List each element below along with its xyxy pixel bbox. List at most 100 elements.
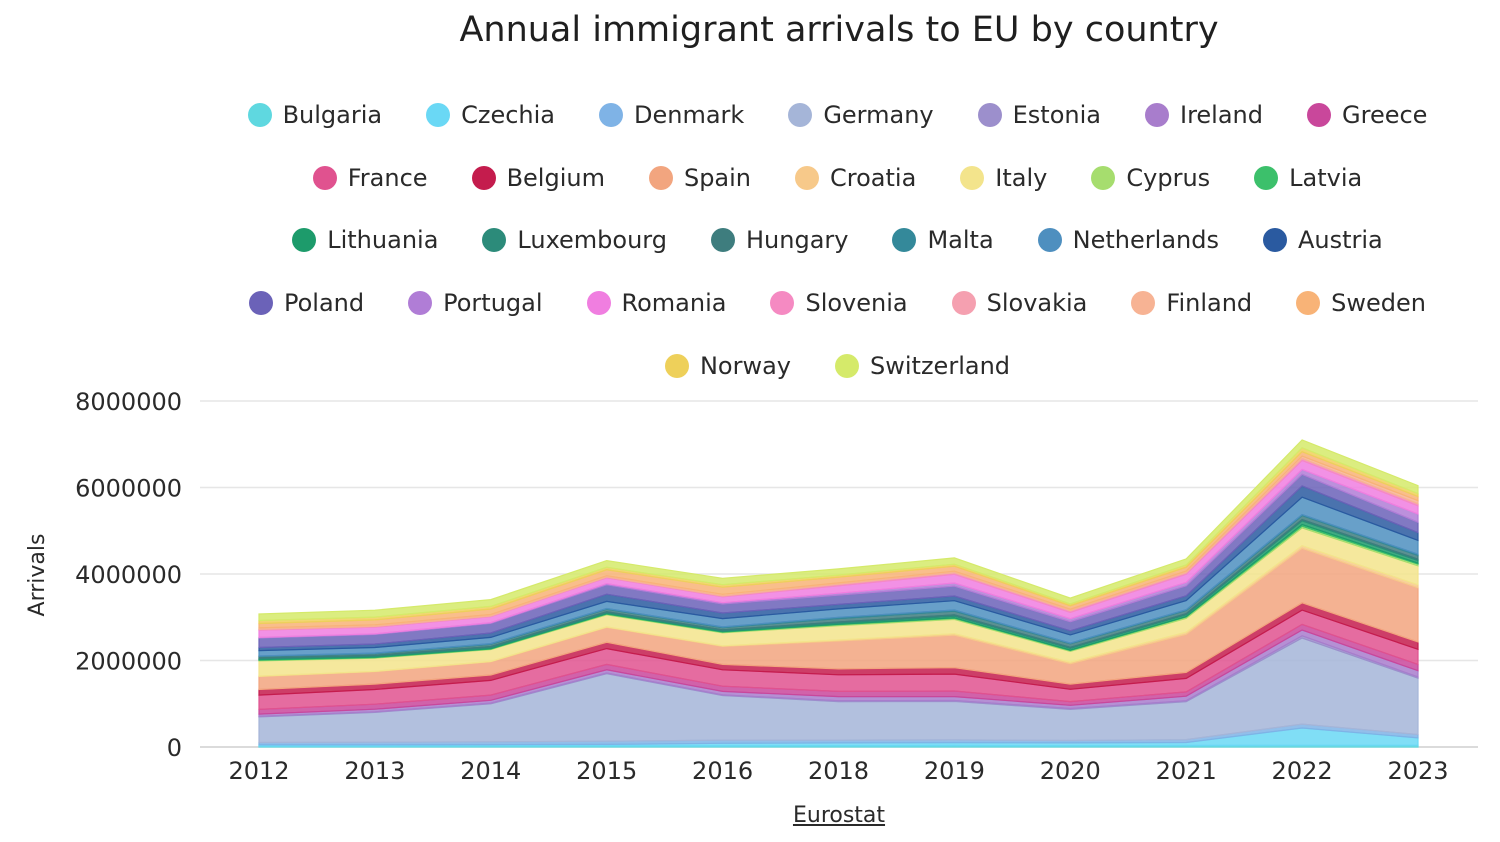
area-switzerland[interactable]: [258, 439, 1419, 622]
legend-dot-icon: [951, 291, 976, 316]
legend-item-hungary[interactable]: Hungary: [710, 226, 848, 254]
legend-item-estonia[interactable]: Estonia: [977, 101, 1101, 130]
legend-dot-icon: [664, 353, 689, 378]
legend-dot-icon: [1254, 165, 1279, 190]
legend-label: Switzerland: [870, 351, 1011, 380]
legend-label: Denmark: [634, 101, 745, 130]
legend-item-france[interactable]: France: [312, 164, 428, 192]
legend-label: Belgium: [506, 163, 605, 192]
legend-dot-icon: [292, 228, 317, 253]
legend-dot-icon: [1131, 291, 1156, 316]
legend-dot-icon: [1091, 165, 1116, 190]
legend-label: Latvia: [1289, 163, 1363, 192]
legend-item-slovenia[interactable]: Slovenia: [770, 289, 908, 317]
legend-dot-icon: [835, 353, 860, 378]
legend-dot-icon: [648, 165, 673, 190]
legend-item-italy[interactable]: Italy: [960, 164, 1047, 192]
x-tick-label: 2023: [1387, 757, 1448, 785]
legend-item-denmark[interactable]: Denmark: [599, 101, 744, 129]
legend-dot-icon: [770, 291, 795, 316]
legend-dot-icon: [1037, 228, 1062, 253]
legend-item-romania[interactable]: Romania: [586, 289, 727, 318]
legend-item-croatia[interactable]: Croatia: [795, 164, 916, 192]
legend-label: Malta: [927, 226, 994, 255]
legend-dot-icon: [1307, 103, 1331, 128]
legend-dot-icon: [312, 165, 337, 190]
legend-dot-icon: [248, 291, 273, 316]
x-tick-label: 2018: [808, 757, 869, 785]
y-tick-label: 0: [167, 734, 182, 762]
legend-label: Ireland: [1179, 101, 1263, 130]
legend-label: Croatia: [830, 163, 917, 192]
x-tick-label: 2016: [692, 757, 753, 785]
legend-item-spain[interactable]: Spain: [648, 164, 751, 192]
legend-row: Lithuania Luxembourg Hungary Malta Netherlan…: [200, 209, 1475, 272]
legend-dot-icon: [710, 228, 735, 253]
legend-label: Lithuania: [327, 226, 439, 255]
legend-dot-icon: [482, 228, 507, 253]
y-tick-label: 4000000: [75, 561, 182, 589]
legend-dot-icon: [586, 291, 611, 316]
legend-label: Romania: [621, 289, 727, 318]
legend-item-czechia[interactable]: Czechia: [426, 101, 555, 129]
x-tick-label: 2019: [924, 757, 985, 785]
legend-label: Bulgaria: [282, 101, 383, 130]
legend-row: Norway Switzerland: [200, 334, 1475, 397]
stacked-areas: [258, 439, 1419, 748]
x-axis-ticks: 2012 2013 2014 2015 2016 2018 2019 2020 2021 2022…: [228, 757, 1448, 785]
legend-label: Italy: [995, 163, 1048, 192]
y-tick-label: 8000000: [75, 388, 182, 416]
x-tick-label: 2013: [344, 757, 405, 785]
legend-item-portugal[interactable]: Portugal: [408, 289, 543, 318]
legend-item-slovakia[interactable]: Slovakia: [951, 289, 1087, 317]
legend-label: Czechia: [461, 101, 555, 130]
legend-label: Austria: [1297, 226, 1383, 255]
legend-item-austria[interactable]: Austria: [1262, 226, 1383, 255]
legend-item-lithuania[interactable]: Lithuania: [292, 226, 438, 254]
x-tick-label: 2020: [1040, 757, 1101, 785]
legend-label: Luxembourg: [517, 226, 667, 255]
legend-label: Greece: [1342, 101, 1428, 130]
legend-dot-icon: [1144, 103, 1169, 128]
legend-label: Sweden: [1331, 289, 1426, 318]
legend-dot-icon: [426, 103, 451, 128]
legend-item-poland[interactable]: Poland: [248, 289, 365, 318]
legend-item-malta[interactable]: Malta: [892, 226, 994, 255]
legend-item-latvia[interactable]: Latvia: [1254, 164, 1362, 192]
legend-item-switzerland[interactable]: Switzerland: [835, 352, 1010, 380]
legend-dot-icon: [960, 165, 985, 190]
x-tick-label: 2022: [1272, 757, 1333, 785]
legend-dot-icon: [599, 103, 623, 128]
legend-dot-icon: [788, 103, 813, 128]
legend-label: Portugal: [443, 289, 543, 318]
legend-item-netherlands[interactable]: Netherlands: [1037, 226, 1219, 255]
x-tick-label: 2014: [460, 757, 521, 785]
y-axis-ticks: 0 2000000 4000000 6000000 8000000: [75, 388, 182, 762]
y-tick-label: 6000000: [75, 475, 182, 503]
legend-dot-icon: [247, 103, 272, 128]
legend-item-luxembourg[interactable]: Luxembourg: [482, 226, 667, 254]
legend-item-greece[interactable]: Greece: [1307, 101, 1427, 129]
source-link[interactable]: Eurostat: [792, 803, 886, 828]
x-tick-label: 2015: [576, 757, 637, 785]
legend-row: Poland Portugal Romania Slovenia Slovakia Fin…: [200, 272, 1475, 335]
chart-title: Annual immigrant arrivals to EU by count…: [459, 10, 1219, 50]
legend-item-cyprus[interactable]: Cyprus: [1091, 164, 1210, 192]
legend-dot-icon: [1262, 228, 1287, 253]
legend-item-norway[interactable]: Norway: [664, 351, 792, 380]
legend: Bulgaria Czechia Denmark Germany Estonia Irel…: [200, 84, 1475, 397]
legend-dot-icon: [471, 165, 496, 190]
legend-item-bulgaria[interactable]: Bulgaria: [247, 101, 383, 130]
legend-label: Netherlands: [1072, 226, 1219, 255]
legend-label: Estonia: [1012, 101, 1101, 130]
legend-item-finland[interactable]: Finland: [1131, 289, 1252, 317]
legend-item-belgium[interactable]: Belgium: [471, 163, 605, 192]
legend-item-sweden[interactable]: Sweden: [1296, 289, 1426, 317]
legend-label: Poland: [283, 289, 365, 318]
legend-label: Finland: [1166, 289, 1253, 318]
legend-label: Norway: [699, 351, 792, 380]
legend-item-germany[interactable]: Germany: [788, 101, 934, 130]
legend-label: Germany: [823, 101, 934, 130]
legend-item-ireland[interactable]: Ireland: [1144, 101, 1263, 130]
